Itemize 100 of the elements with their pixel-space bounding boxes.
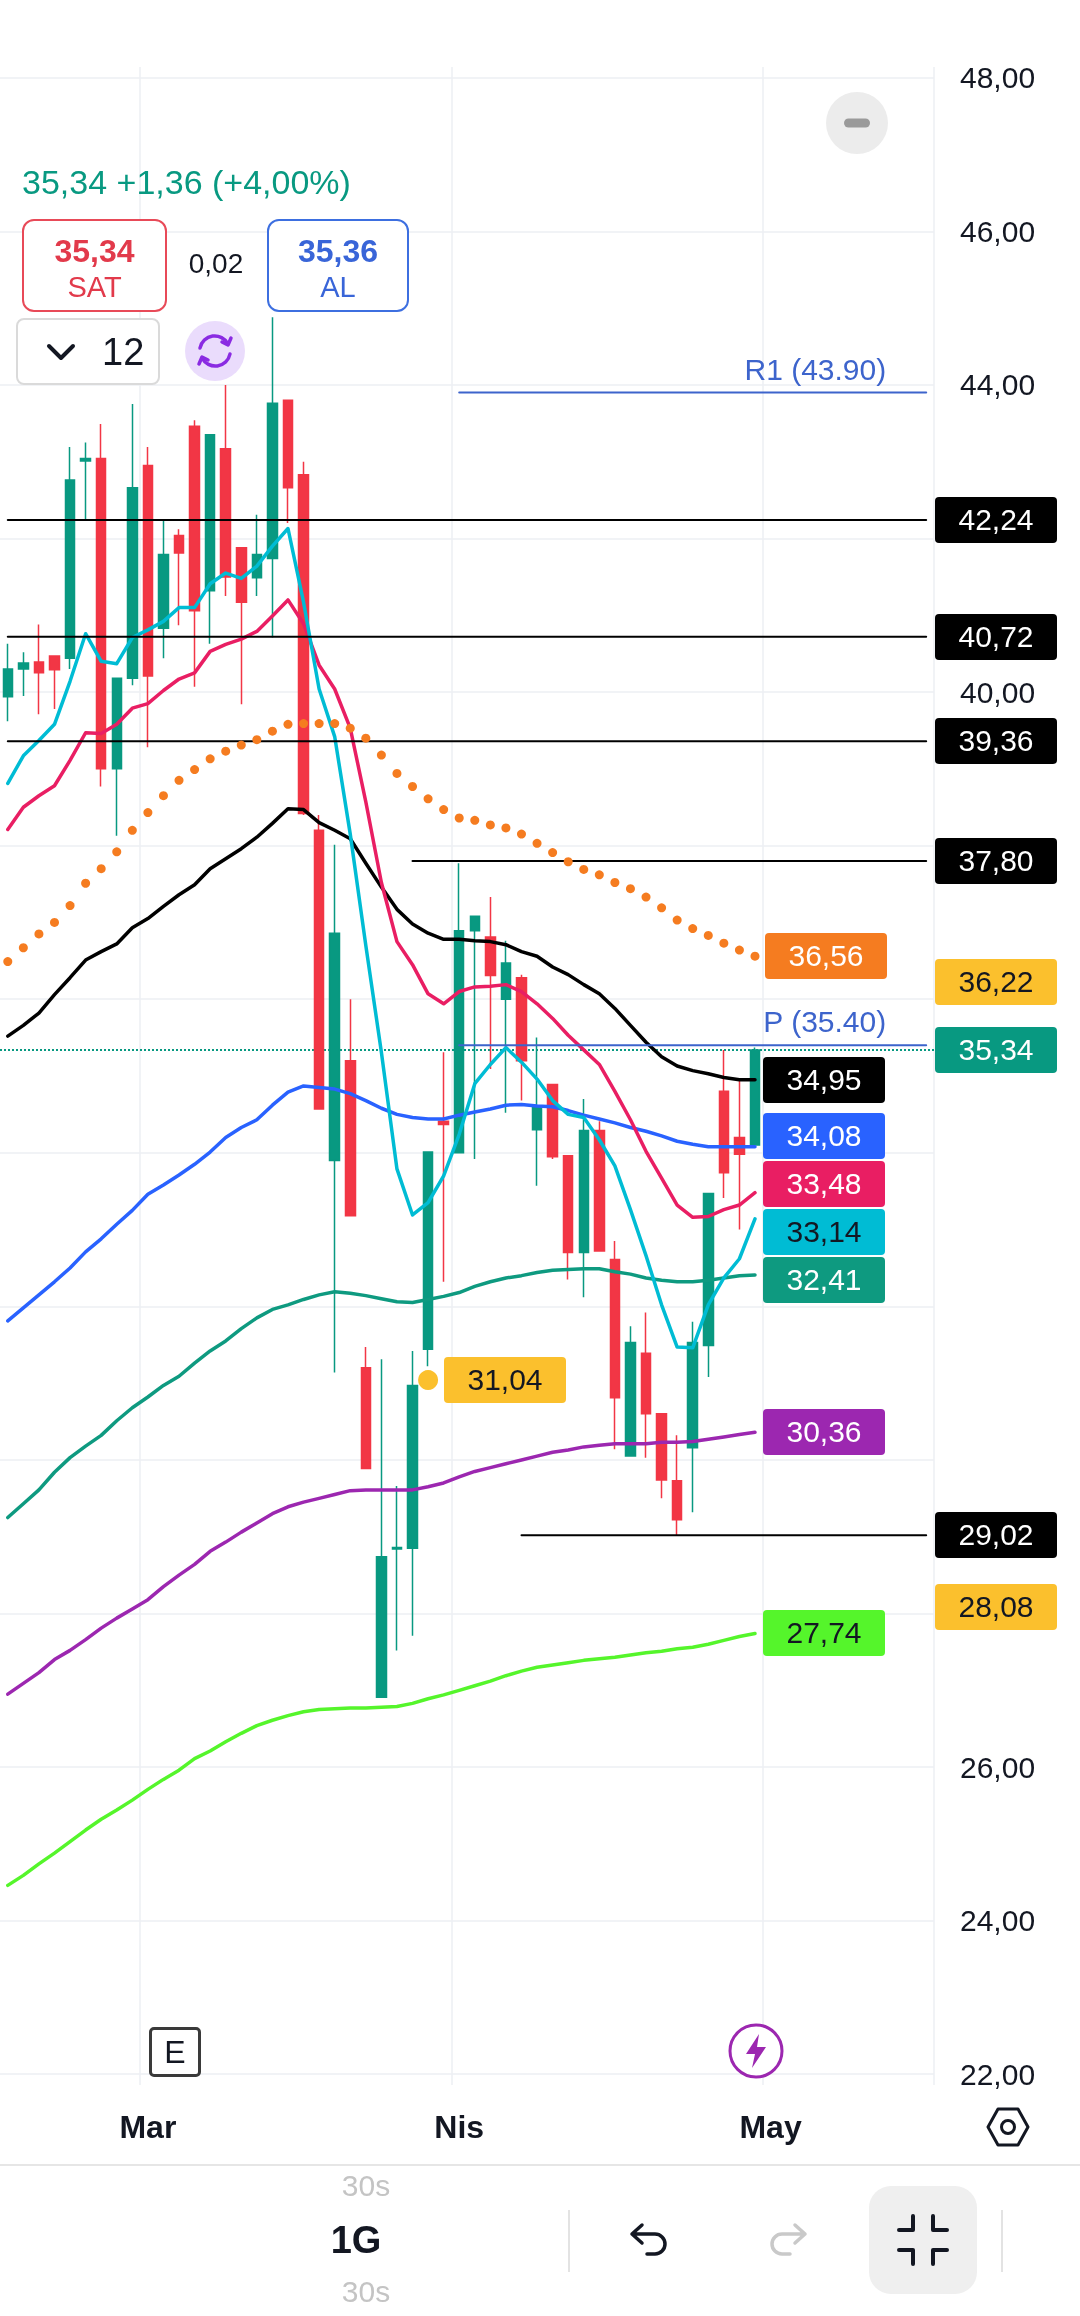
candlestick [95, 423, 107, 788]
text: 30s [341, 2169, 391, 2202]
candlestick [235, 546, 248, 706]
candlestick [562, 1155, 574, 1281]
point [594, 870, 604, 880]
x-tick-label: Mar [119, 2109, 177, 2145]
data-label: 30,36 [763, 1409, 885, 1456]
line-series [6, 1430, 757, 1696]
point [267, 726, 277, 736]
candlestick [624, 1325, 637, 1457]
point [361, 733, 371, 743]
point [750, 951, 760, 961]
candlestick [484, 896, 497, 1070]
point [345, 723, 355, 733]
text: 28,08 [935, 1584, 1057, 1630]
line-series [6, 526, 757, 1350]
point [548, 848, 558, 858]
x-tick-label: Nis [434, 2109, 485, 2145]
annotation: SAT [66, 271, 123, 303]
candlestick [500, 940, 512, 1114]
candlestick [64, 446, 76, 670]
annotation: AL [319, 271, 357, 303]
y-tick-label: 22,00 [960, 2057, 1036, 2091]
x-tick-label: May [739, 2109, 802, 2145]
annotation: 12 [102, 331, 145, 373]
candlestick [173, 528, 185, 626]
annotation: 35,34 [53, 233, 136, 269]
point [236, 740, 246, 750]
candlestick [2, 642, 14, 722]
point [127, 825, 137, 835]
line-series [6, 1084, 757, 1323]
data-label: 33,14 [763, 1209, 885, 1256]
candlestick [344, 998, 357, 1217]
candlestick [593, 1120, 606, 1252]
candlestick [609, 1240, 621, 1450]
point [563, 857, 573, 867]
point [205, 754, 215, 764]
candlestick [142, 446, 154, 749]
point [501, 823, 511, 833]
candlestick [360, 1346, 372, 1470]
y-tick-label: 24,00 [960, 1904, 1036, 1938]
point [392, 768, 402, 778]
candlestick [17, 651, 30, 697]
point [579, 864, 589, 874]
candlestick [33, 623, 45, 716]
point [470, 815, 480, 825]
data-label: 34,08 [763, 1113, 885, 1160]
point [719, 938, 729, 948]
candlestick [111, 677, 123, 837]
point [418, 1370, 439, 1391]
point [423, 794, 433, 804]
candlestick [219, 384, 232, 597]
y-tick-label: 46,00 [960, 214, 1036, 248]
point [174, 775, 184, 785]
data-label: 36,56 [765, 933, 887, 980]
point [454, 813, 464, 823]
point [672, 915, 682, 925]
point [610, 878, 620, 887]
point [49, 917, 59, 927]
candlestick [157, 519, 170, 660]
point [34, 929, 44, 939]
candlestick [48, 655, 61, 710]
badge: E [149, 2027, 201, 2077]
candlestick [204, 433, 216, 645]
point [314, 719, 324, 729]
annotation: 35,36 [296, 233, 380, 269]
point [439, 805, 449, 815]
point [221, 746, 231, 756]
data-label: 34,95 [763, 1056, 885, 1103]
data-label: 42,24 [935, 497, 1057, 544]
point [112, 847, 122, 857]
point [703, 930, 713, 940]
candlestick [375, 1358, 388, 1698]
candlestick [391, 1485, 403, 1652]
candlestick [282, 399, 294, 524]
data-label: 29,02 [935, 1512, 1057, 1559]
data-label: 33,48 [763, 1161, 885, 1208]
point [641, 892, 651, 902]
candlestick [718, 1049, 730, 1199]
point [65, 901, 75, 911]
point [516, 829, 526, 839]
candlestick [406, 1350, 419, 1637]
y-tick-label: 26,00 [960, 1750, 1036, 1784]
point [158, 791, 168, 801]
data-label: 32,41 [763, 1257, 885, 1304]
candlestick [313, 814, 325, 1110]
data-label: 31,04 [444, 1357, 566, 1404]
data-label: 27,74 [763, 1610, 885, 1657]
line-series [6, 807, 757, 1082]
point [143, 808, 153, 818]
y-tick-label: 44,00 [960, 368, 1036, 402]
point [96, 864, 106, 874]
data-label: 37,80 [935, 837, 1057, 884]
point [190, 765, 200, 775]
point [299, 719, 309, 729]
point [18, 943, 28, 953]
point [734, 945, 744, 955]
series-label: P (35.40) [763, 1005, 887, 1040]
candlestick [437, 1051, 450, 1283]
candlestick [126, 403, 139, 686]
